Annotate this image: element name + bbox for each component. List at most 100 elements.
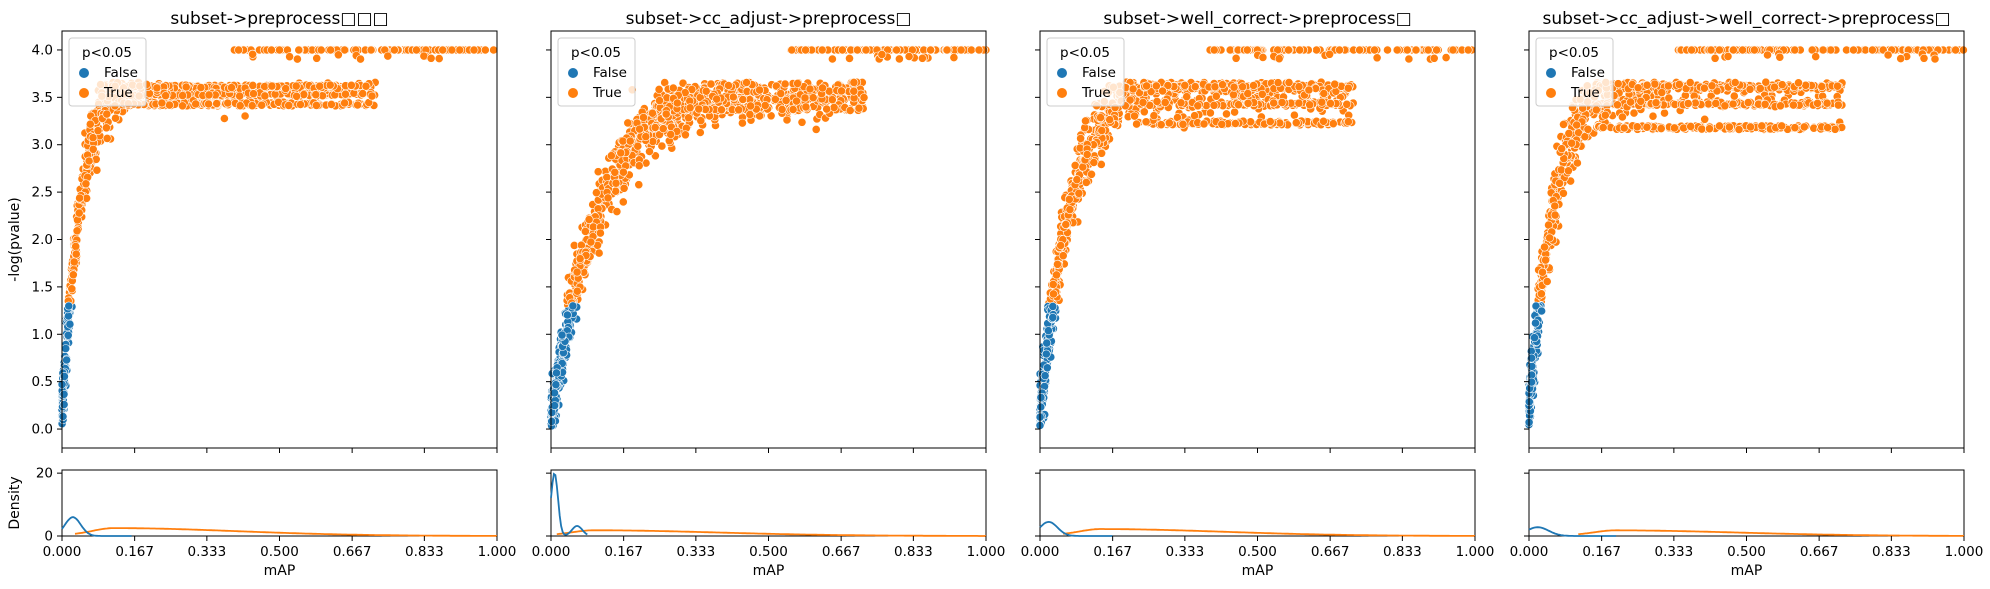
scatter-point bbox=[1343, 83, 1353, 93]
x-tick-label: 0.833 bbox=[894, 544, 933, 560]
scatter-point bbox=[152, 83, 162, 93]
scatter-point bbox=[594, 248, 604, 258]
scatter-point bbox=[1463, 45, 1473, 55]
scatter-point bbox=[1042, 338, 1052, 348]
x-tick-label: 0.000 bbox=[43, 544, 82, 560]
scatter-point bbox=[260, 82, 269, 91]
scatter-point bbox=[1580, 132, 1590, 142]
scatter-point bbox=[1679, 123, 1688, 133]
scatter-point bbox=[102, 123, 111, 133]
scatter-point bbox=[178, 101, 187, 111]
scatter-point bbox=[74, 208, 84, 218]
scatter-point bbox=[315, 81, 325, 91]
x-tick-label: 0.333 bbox=[677, 544, 716, 560]
scatter-point bbox=[612, 207, 622, 216]
scatter-point bbox=[738, 95, 748, 104]
scatter-point bbox=[1041, 349, 1051, 359]
scatter-point bbox=[904, 52, 914, 61]
scatter-point bbox=[586, 237, 596, 247]
scatter-point bbox=[102, 133, 112, 143]
scatter-point bbox=[1686, 122, 1696, 131]
scatter-point bbox=[655, 96, 664, 105]
scatter-point bbox=[706, 79, 716, 89]
scatter-point bbox=[648, 137, 658, 146]
scatter-point bbox=[657, 141, 667, 151]
scatter-point bbox=[550, 388, 559, 398]
legend-marker bbox=[79, 88, 89, 98]
scatter-point bbox=[1711, 99, 1721, 108]
density-y-axis-label: Density bbox=[7, 476, 23, 529]
scatter-point bbox=[853, 45, 862, 55]
legend-marker bbox=[1057, 88, 1067, 98]
scatter-point bbox=[1720, 101, 1730, 111]
scatter-point bbox=[62, 355, 71, 365]
scatter-point bbox=[801, 45, 810, 55]
scatter-point bbox=[1139, 107, 1149, 117]
scatter-point bbox=[1273, 78, 1283, 88]
scatter-point bbox=[755, 85, 764, 95]
scatter-point bbox=[92, 165, 102, 175]
scatter-point bbox=[801, 102, 811, 112]
scatter-point bbox=[696, 116, 706, 126]
scatter-point bbox=[1745, 84, 1755, 94]
scatter-point bbox=[949, 53, 959, 62]
scatter-point bbox=[1674, 80, 1684, 89]
scatter-point bbox=[634, 180, 644, 190]
scatter-point bbox=[1042, 363, 1052, 373]
scatter-point bbox=[361, 81, 371, 91]
y-tick-label: 1.5 bbox=[32, 279, 53, 295]
x-axis-label: mAP bbox=[753, 563, 785, 579]
scatter-point bbox=[742, 78, 751, 87]
y-tick-label: 3.0 bbox=[32, 137, 53, 153]
scatter-point bbox=[849, 78, 859, 87]
scatter-point bbox=[1657, 88, 1667, 97]
scatter-point bbox=[838, 45, 847, 55]
scatter-point bbox=[1564, 128, 1574, 138]
scatter-point bbox=[641, 132, 651, 142]
scatter-point bbox=[1152, 97, 1162, 106]
scatter-point bbox=[1142, 81, 1151, 91]
scatter-point bbox=[787, 45, 797, 55]
scatter-point bbox=[240, 111, 250, 121]
scatter-point bbox=[1729, 91, 1739, 101]
scatter-point bbox=[1335, 45, 1344, 55]
scatter-point bbox=[1156, 120, 1166, 130]
scatter-point bbox=[788, 105, 798, 114]
scatter-point bbox=[1326, 99, 1335, 108]
scatter-point bbox=[1402, 45, 1412, 55]
scatter-point bbox=[1072, 175, 1082, 185]
scatter-point bbox=[81, 179, 91, 189]
scatter-point bbox=[1074, 188, 1084, 198]
scatter-point bbox=[1700, 114, 1710, 124]
scatter-point bbox=[1583, 124, 1593, 134]
scatter-point bbox=[58, 412, 68, 421]
scatter-point bbox=[1130, 111, 1139, 121]
scatter-point bbox=[1128, 84, 1138, 94]
scatter-point bbox=[235, 101, 245, 111]
scatter-point bbox=[822, 104, 832, 114]
x-tick-label: 0.333 bbox=[1166, 544, 1205, 560]
scatter-point bbox=[1683, 99, 1693, 108]
scatter-point bbox=[333, 50, 343, 60]
scatter-point bbox=[1542, 277, 1552, 286]
y-tick-label: 3.5 bbox=[32, 90, 53, 106]
scatter-point bbox=[296, 100, 305, 109]
scatter-point bbox=[64, 311, 73, 321]
scatter-point bbox=[1036, 392, 1046, 402]
scatter-point bbox=[1441, 53, 1451, 62]
scatter-point bbox=[1138, 98, 1148, 107]
scatter-point bbox=[358, 89, 368, 98]
legend-label: True bbox=[1081, 85, 1111, 101]
scatter-point bbox=[607, 151, 616, 161]
scatter-point bbox=[1545, 233, 1554, 243]
scatter-point bbox=[1325, 49, 1334, 59]
scatter-point bbox=[1105, 115, 1115, 125]
scatter-point bbox=[818, 83, 827, 93]
scatter-point bbox=[161, 91, 170, 101]
scatter-point bbox=[1151, 81, 1161, 91]
scatter-point bbox=[219, 114, 229, 123]
scatter-point bbox=[618, 197, 628, 207]
y-axis-label: -log(pvalue) bbox=[7, 197, 23, 281]
scatter-point bbox=[618, 136, 628, 146]
scatter-point bbox=[71, 249, 81, 259]
